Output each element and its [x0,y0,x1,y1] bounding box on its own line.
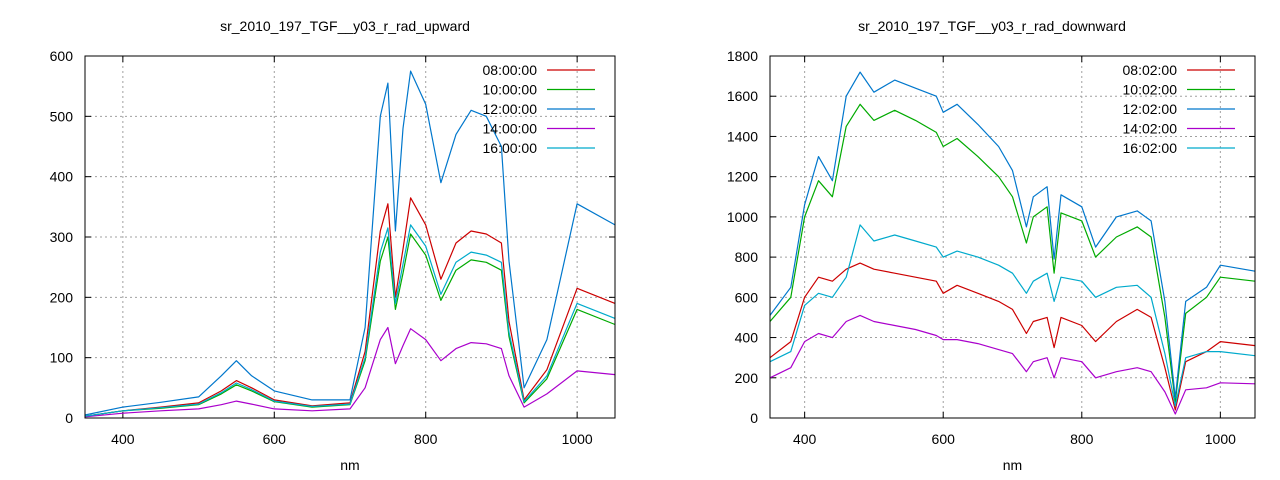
y-tick-label: 0 [65,410,73,426]
legend-label: 14:00:00 [483,121,538,137]
chart-title: sr_2010_197_TGF__y03_r_rad_upward [220,18,470,34]
legend-label: 08:02:00 [1123,62,1178,78]
series-line-12-00-00 [84,70,616,416]
x-tick-label: 800 [1070,431,1094,447]
y-tick-label: 600 [50,48,74,64]
legend-label: 08:00:00 [483,62,538,78]
series-line-12-02-00 [769,71,1256,399]
x-tick-label: 800 [414,431,438,447]
y-tick-label: 0 [750,410,758,426]
legend-label: 14:02:00 [1123,121,1178,137]
y-tick-label: 200 [735,370,759,386]
x-tick-label: 1000 [562,431,593,447]
x-tick-label: 400 [793,431,817,447]
upward-chart-panel: sr_2010_197_TGF__y03_r_rad_upward 0 100 200… [50,18,616,473]
x-axis-label: nm [1003,457,1022,473]
y-tick-label: 1200 [727,169,758,185]
legend-label: 10:00:00 [483,82,538,98]
legend-label: 10:02:00 [1123,82,1178,98]
series-line-14-02-00 [769,314,1256,415]
chart-title: sr_2010_197_TGF__y03_r_rad_downward [858,18,1126,34]
y-tick-label: 800 [735,249,759,265]
plot-frame [769,55,1256,419]
series-line-14-00-00 [84,326,616,418]
x-tick-label: 600 [932,431,956,447]
plot-frame [84,55,616,419]
y-tick-label: 500 [50,108,74,124]
x-axis-label: nm [340,457,359,473]
series-line-08-00-00 [84,197,616,417]
y-tick-label: 400 [735,330,759,346]
y-tick-label: 1800 [727,48,758,64]
downward-chart-panel: sr_2010_197_TGF__y03_r_rad_downward 0 200 4… [727,18,1256,473]
y-tick-label: 400 [50,169,74,185]
legend-label: 12:02:00 [1123,101,1178,117]
y-tick-label: 1400 [727,128,758,144]
series-line-10-02-00 [769,103,1256,403]
y-tick-label: 100 [50,350,74,366]
y-tick-label: 1600 [727,88,758,104]
x-tick-label: 600 [263,431,287,447]
x-tick-label: 1000 [1205,431,1236,447]
x-tick-label: 400 [111,431,135,447]
y-tick-label: 300 [50,229,74,245]
y-tick-label: 600 [735,289,759,305]
legend-label: 16:00:00 [483,140,538,156]
legend-label: 12:00:00 [483,101,538,117]
series-line-16-00-00 [84,224,616,417]
y-tick-label: 200 [50,289,74,305]
y-tick-label: 1000 [727,209,758,225]
series-line-16-02-00 [769,224,1256,407]
legend-label: 16:02:00 [1123,140,1178,156]
